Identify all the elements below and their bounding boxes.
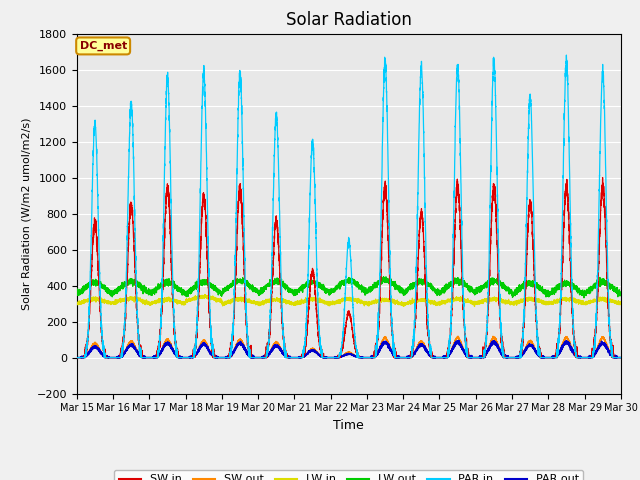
- Text: DC_met: DC_met: [79, 41, 127, 51]
- Title: Solar Radiation: Solar Radiation: [286, 11, 412, 29]
- Legend: SW in, SW out, LW in, LW out, PAR in, PAR out: SW in, SW out, LW in, LW out, PAR in, PA…: [115, 470, 583, 480]
- X-axis label: Time: Time: [333, 419, 364, 432]
- Y-axis label: Solar Radiation (W/m2 umol/m2/s): Solar Radiation (W/m2 umol/m2/s): [21, 117, 31, 310]
